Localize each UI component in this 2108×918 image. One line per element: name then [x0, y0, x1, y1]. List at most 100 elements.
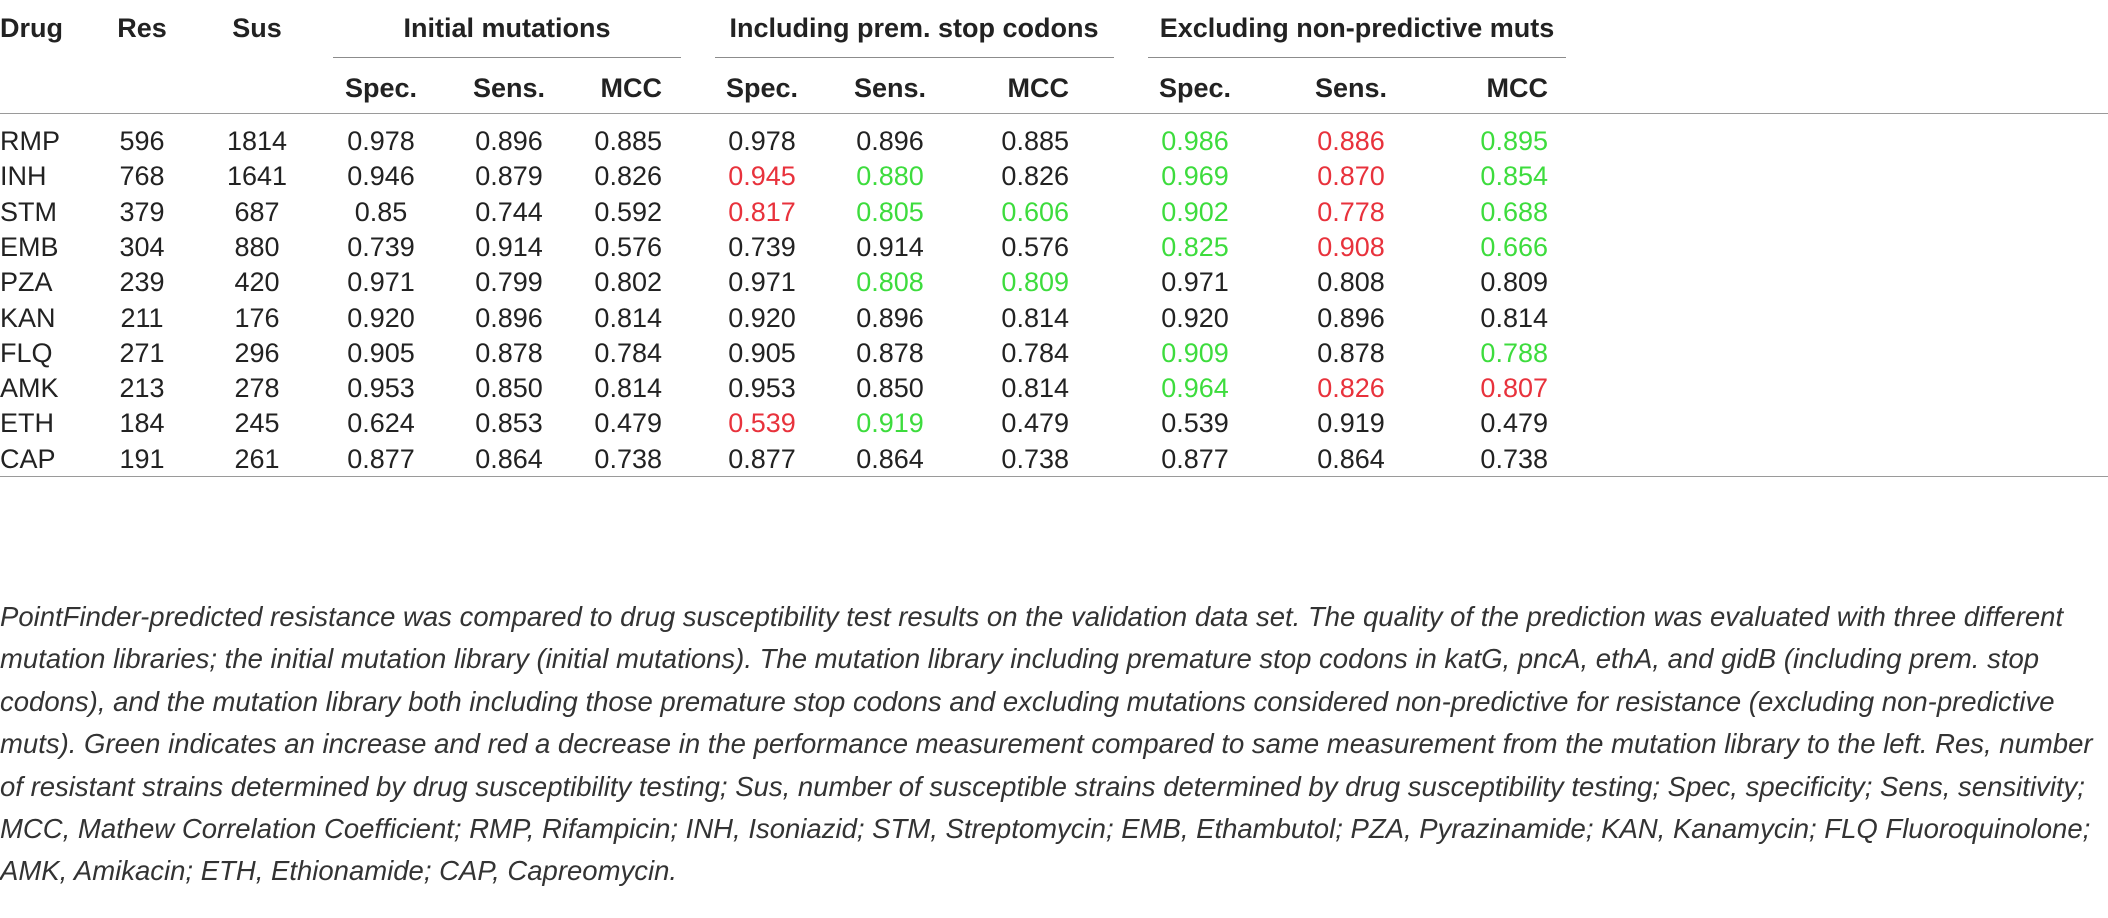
cell-metric: 0.878 — [856, 337, 924, 368]
header-drug: Drug — [0, 13, 63, 43]
cell-metric: 0.807 — [1480, 373, 1548, 404]
cell-drug: FLQ — [0, 337, 53, 368]
cell-metric: 0.825 — [1161, 231, 1229, 262]
cell-metric: 0.850 — [475, 373, 543, 404]
cell-metric: 0.479 — [1480, 408, 1548, 439]
header-metric: Sens. — [853, 73, 927, 103]
cell-drug: STM — [0, 196, 57, 227]
cell-metric: 0.878 — [1317, 337, 1385, 368]
cell-res: 379 — [119, 196, 165, 227]
header-metric: MCC — [1007, 73, 1070, 103]
cell-metric: 0.914 — [475, 231, 543, 262]
cell-metric: 0.920 — [1161, 302, 1229, 333]
cell-metric: 0.920 — [347, 302, 415, 333]
cell-res: 596 — [119, 126, 165, 156]
cell-metric: 0.606 — [1001, 196, 1069, 227]
cell-metric: 0.814 — [1001, 373, 1069, 404]
cell-metric: 0.870 — [1317, 161, 1385, 192]
cell-metric: 0.878 — [475, 337, 543, 368]
cell-metric: 0.814 — [594, 373, 662, 404]
cell-metric: 0.971 — [728, 267, 796, 298]
group-rule-including — [715, 57, 1114, 58]
cell-metric: 0.817 — [728, 196, 796, 227]
cell-metric: 0.978 — [728, 126, 796, 156]
cell-metric: 0.896 — [856, 302, 924, 333]
cell-metric: 0.805 — [856, 196, 924, 227]
cell-metric: 0.784 — [594, 337, 662, 368]
cell-metric: 0.814 — [1480, 302, 1548, 333]
cell-res: 191 — [119, 443, 165, 474]
cell-metric: 0.814 — [1001, 302, 1069, 333]
cell-metric: 0.919 — [856, 408, 924, 439]
header-metric: Spec. — [725, 73, 799, 103]
group-rule-initial — [333, 57, 681, 58]
cell-metric: 0.739 — [728, 231, 796, 262]
cell-res: 211 — [120, 302, 164, 333]
cell-metric: 0.854 — [1480, 161, 1548, 192]
cell-metric: 0.886 — [1317, 126, 1385, 156]
cell-sus: 176 — [234, 302, 280, 333]
cell-metric: 0.826 — [1317, 373, 1385, 404]
cell-metric: 0.809 — [1480, 267, 1548, 298]
header-res: Res — [117, 13, 167, 43]
cell-metric: 0.971 — [347, 267, 415, 298]
cell-metric: 0.986 — [1161, 126, 1229, 156]
cell-metric: 0.809 — [1001, 267, 1069, 298]
cell-metric: 0.738 — [1001, 443, 1069, 474]
cell-metric: 0.896 — [475, 126, 543, 156]
cell-metric: 0.945 — [728, 161, 796, 192]
cell-metric: 0.864 — [1317, 443, 1385, 474]
cell-metric: 0.85 — [354, 196, 408, 227]
header-metric: Sens. — [472, 73, 546, 103]
cell-drug: AMK — [0, 373, 59, 404]
cell-res: 213 — [119, 373, 165, 404]
cell-metric: 0.914 — [856, 231, 924, 262]
cell-drug: EMB — [0, 231, 59, 262]
cell-metric: 0.799 — [475, 267, 543, 298]
cell-metric: 0.920 — [728, 302, 796, 333]
cell-sus: 880 — [234, 231, 280, 262]
cell-metric: 0.877 — [347, 443, 415, 474]
cell-metric: 0.576 — [1001, 231, 1069, 262]
header-sus: Sus — [232, 13, 282, 43]
cell-metric: 0.864 — [475, 443, 543, 474]
cell-metric: 0.905 — [347, 337, 415, 368]
cell-res: 239 — [119, 267, 165, 298]
cell-metric: 0.666 — [1480, 231, 1548, 262]
cell-sus: 296 — [234, 337, 280, 368]
cell-metric: 0.744 — [475, 196, 543, 227]
cell-drug: INH — [0, 161, 47, 192]
cell-metric: 0.864 — [856, 443, 924, 474]
cell-metric: 0.539 — [728, 408, 796, 439]
cell-metric: 0.539 — [1161, 408, 1229, 439]
cell-metric: 0.778 — [1317, 196, 1385, 227]
cell-metric: 0.902 — [1161, 196, 1229, 227]
cell-metric: 0.885 — [1001, 126, 1069, 156]
cell-sus: 1641 — [226, 161, 288, 192]
table-caption: PointFinder-predicted resistance was com… — [0, 601, 2093, 887]
header-metric: MCC — [1486, 73, 1549, 103]
cell-metric: 0.853 — [475, 408, 543, 439]
cell-drug: RMP — [0, 126, 60, 156]
cell-metric: 0.919 — [1317, 408, 1385, 439]
cell-metric: 0.592 — [594, 196, 662, 227]
cell-metric: 0.479 — [594, 408, 662, 439]
cell-metric: 0.896 — [1317, 302, 1385, 333]
cell-metric: 0.969 — [1161, 161, 1229, 192]
cell-drug: CAP — [0, 443, 56, 474]
cell-metric: 0.808 — [1317, 267, 1385, 298]
header-metric: Spec. — [1158, 73, 1232, 103]
table-bottom-rule — [0, 476, 2108, 477]
cell-metric: 0.896 — [856, 126, 924, 156]
cell-metric: 0.814 — [594, 302, 662, 333]
cell-metric: 0.788 — [1480, 337, 1548, 368]
header-metric: Sens. — [1314, 73, 1388, 103]
cell-metric: 0.953 — [347, 373, 415, 404]
cell-metric: 0.971 — [1161, 267, 1229, 298]
cell-metric: 0.879 — [475, 161, 543, 192]
cell-metric: 0.909 — [1161, 337, 1229, 368]
cell-metric: 0.880 — [856, 161, 924, 192]
cell-metric: 0.953 — [728, 373, 796, 404]
cell-metric: 0.826 — [1001, 161, 1069, 192]
cell-metric: 0.946 — [347, 161, 415, 192]
